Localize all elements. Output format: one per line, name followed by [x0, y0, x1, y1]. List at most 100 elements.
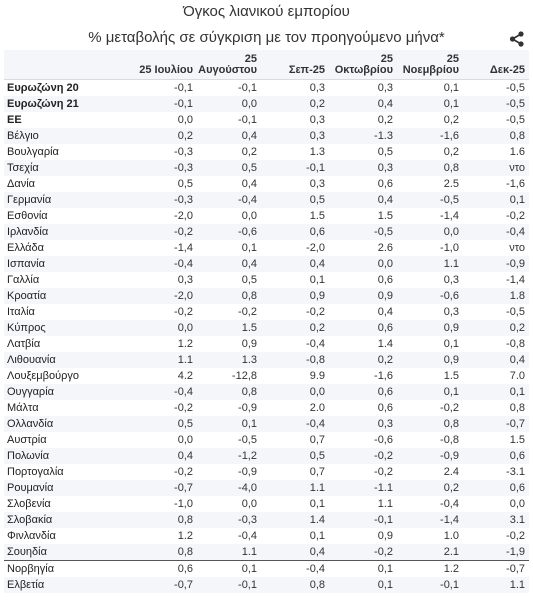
table-cell: -0,7: [174, 482, 193, 494]
row-label: Πορτογαλία: [7, 466, 64, 478]
table-cell: 0,2: [309, 98, 325, 110]
table-cell: -0,9: [238, 402, 257, 414]
table-cell: 0,6: [377, 322, 393, 334]
chart-title: Όγκος λιανικού εμπορίου: [183, 3, 350, 20]
row-label: Μάλτα: [7, 402, 39, 414]
table-row: Σουηδία 0,8 1.1 0,4 -0,2 2.1 -1,9: [4, 544, 529, 560]
table-cell: 1.5: [309, 210, 325, 222]
table-cell: 0,4: [509, 354, 525, 366]
table-cell: 0,5: [309, 194, 325, 206]
column-header: 25 Ιουλίου: [139, 64, 193, 76]
row-label: Βέλγιο: [7, 130, 39, 142]
table-cell: -0,5: [506, 306, 525, 318]
table-row: Γερμανία -0,3 -0,4 0,5 0,4 -0,5 0,1: [4, 192, 529, 208]
table-cell: -2,0: [174, 290, 193, 302]
row-label: Αυστρία: [7, 434, 47, 446]
table-cell: 0,9: [241, 338, 257, 350]
table-cell: 0,3: [377, 418, 393, 430]
row-label: Λατβία: [7, 338, 41, 350]
table-cell: 1.8: [509, 290, 525, 302]
table-cell: -0,4: [174, 386, 193, 398]
row-label: Ιρλανδία: [7, 226, 49, 238]
table-cell: 0,2: [309, 322, 325, 334]
table-cell: 0,4: [377, 98, 393, 110]
table-cell: 0,0: [241, 98, 257, 110]
table-cell: 0,4: [241, 130, 257, 142]
table-cell: -0,6: [238, 226, 257, 238]
table-cell: 0,2: [377, 114, 393, 126]
row-label: Ιταλία: [7, 306, 35, 318]
table-row: Εσθονία -2,0 0,0 1.5 1.5 -1,4 -0,2: [4, 208, 529, 224]
table-cell: -0,7: [174, 579, 193, 591]
table-cell: -0,4: [238, 194, 257, 206]
table-cell: 0,6: [377, 386, 393, 398]
table-cell: -0,5: [506, 82, 525, 94]
table-cell: 0,3: [443, 274, 459, 286]
column-header: 25 Νοεμβρίου: [402, 53, 459, 76]
table-cell: -0,2: [174, 226, 193, 238]
table-cell: 0,1: [309, 498, 325, 510]
table-cell: -0,1: [238, 579, 257, 591]
row-label: Ουγγαρία: [7, 386, 54, 398]
table-row: Αυστρία 0,0 -0,5 0,7 -0,6 -0,8 1.5: [4, 432, 529, 448]
table-cell: -0,5: [238, 434, 257, 446]
table-cell: 0,5: [309, 450, 325, 462]
table-row: Σλοβακία 0,8 -0,3 1.4 -0,1 -1,4 3.1: [4, 512, 529, 528]
table-cell: 7.0: [509, 370, 525, 382]
table-cell: -1,4: [440, 514, 459, 526]
table-cell: 0,1: [443, 98, 459, 110]
row-label: Ισπανία: [7, 258, 45, 270]
table-cell: 0,8: [309, 579, 325, 591]
table-cell: 0,8: [177, 514, 193, 526]
column-header: 25 Αυγούστου: [198, 53, 257, 76]
table-cell: 2.5: [443, 178, 459, 190]
table-cell: -0,7: [506, 563, 525, 575]
table-cell: -1.3: [374, 130, 393, 142]
table-cell: -1,4: [174, 242, 193, 254]
retail-volume-table: 25 Ιουλίου 25 Αυγούστου Σεπ-25 25 Οκτωβρίου…: [4, 50, 529, 593]
row-label: Σλοβακία: [7, 514, 53, 526]
table-cell: 4.2: [177, 370, 193, 382]
table-cell: -1,2: [238, 450, 257, 462]
row-label: Βουλγαρία: [7, 146, 59, 158]
table-cell: 1.2: [177, 338, 193, 350]
table-row: Ευρωζώνη 21 -0,1 0,0 0,2 0,4 0,1 -0,5: [4, 96, 529, 112]
table-cell: -1,6: [374, 370, 393, 382]
table-cell: -0,4: [306, 563, 325, 575]
table-cell: 1.1: [443, 258, 459, 270]
table-cell: -0,2: [374, 450, 393, 462]
table-cell: -4,0: [238, 482, 257, 494]
table-row: Πορτογαλία -0,2 -0,9 0,7 -0,2 2.4 -3.1: [4, 464, 529, 480]
table-cell: -0,2: [374, 466, 393, 478]
table-cell: -0,7: [506, 418, 525, 430]
table-cell: 2.4: [443, 466, 459, 478]
table-cell: 2.1: [443, 546, 459, 558]
table-row: Νορβηγία 0,6 0,1 -0,4 0,1 1.2 -0,7: [4, 560, 529, 577]
table-cell: 0,2: [509, 322, 525, 334]
table-cell: 0,0: [309, 386, 325, 398]
table-cell: -0,1: [374, 514, 393, 526]
table-cell: 0,6: [177, 563, 193, 575]
table-cell: 0,0: [443, 226, 459, 238]
table-cell: -1,9: [506, 546, 525, 558]
table-cell: -0,9: [506, 258, 525, 270]
table-cell: 1.2: [177, 530, 193, 542]
table-cell: 0,1: [241, 242, 257, 254]
table-cell: 0,8: [241, 290, 257, 302]
table-cell: 0,4: [241, 258, 257, 270]
table-cell: 0,9: [377, 530, 393, 542]
table-cell: 2.6: [377, 242, 393, 254]
row-label: Πολωνία: [7, 450, 50, 462]
row-label: Κροατία: [7, 290, 47, 302]
table-cell: 0,6: [509, 482, 525, 494]
table-cell: 1.1: [241, 546, 257, 558]
table-cell: -0,1: [238, 82, 257, 94]
table-row: Λατβία 1.2 0,9 -0,4 1.4 0,1 -0,8: [4, 336, 529, 352]
table-cell: -0,6: [440, 290, 459, 302]
share-icon[interactable]: [508, 30, 526, 48]
row-label: Γερμανία: [7, 194, 52, 206]
table-cell: 0,3: [309, 114, 325, 126]
table-cell: 0,2: [177, 130, 193, 142]
table-cell: 0,1: [309, 274, 325, 286]
table-cell: -2,0: [174, 210, 193, 222]
